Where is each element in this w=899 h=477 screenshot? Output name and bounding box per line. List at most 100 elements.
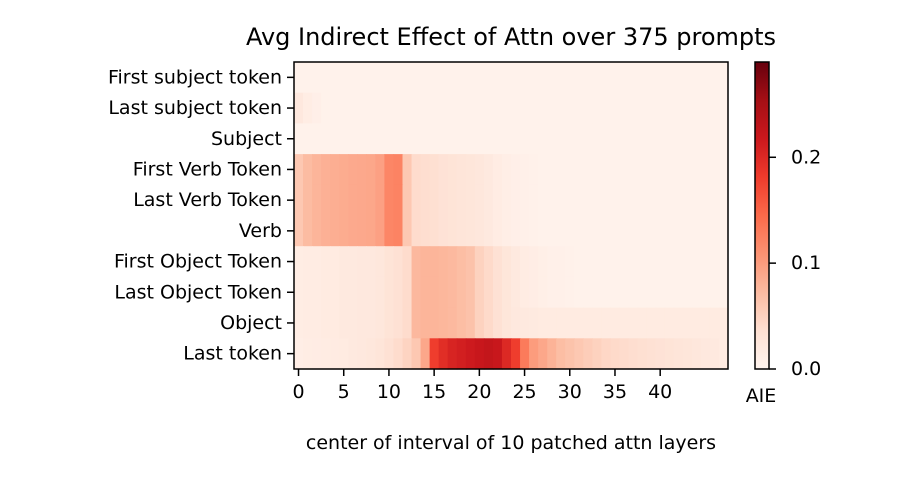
heatmap-cell [393, 92, 404, 124]
heatmap-cell [565, 246, 575, 278]
heatmap-cell [465, 246, 476, 278]
heatmap-cell [556, 307, 566, 339]
heatmap-cell [583, 92, 593, 124]
heatmap-cell [456, 276, 467, 309]
heatmap-cell [366, 123, 376, 155]
heatmap-cell [538, 338, 548, 370]
heatmap-cell [402, 307, 413, 339]
heatmap-cell [474, 276, 485, 309]
heatmap-cell [474, 307, 485, 339]
heatmap-cell [447, 307, 458, 339]
heatmap-cell [384, 184, 395, 217]
heatmap-cell [682, 62, 693, 94]
heatmap-cell [429, 92, 440, 124]
heatmap-cell [637, 338, 648, 370]
heatmap-cell [646, 154, 657, 186]
heatmap-cell [294, 338, 304, 370]
heatmap-cell [511, 338, 521, 370]
heatmap-cell [492, 276, 503, 309]
heatmap-cell [682, 338, 693, 370]
heatmap-cell [384, 215, 395, 247]
x-tick-label: 20 [467, 381, 491, 403]
heatmap-cell [402, 62, 413, 94]
heatmap-cell [429, 184, 440, 217]
heatmap-cell [429, 246, 440, 278]
heatmap-cell [492, 92, 503, 124]
heatmap-cell [312, 154, 322, 186]
heatmap-cell [610, 92, 621, 124]
heatmap-cell [610, 215, 621, 247]
heatmap-cell [492, 307, 503, 339]
heatmap-cell [565, 92, 575, 124]
heatmap-cell [456, 338, 467, 370]
heatmap-cell [438, 215, 449, 247]
heatmap-cell [511, 246, 521, 278]
heatmap-cell [529, 215, 539, 247]
heatmap-cell [411, 123, 422, 155]
heatmap-cell [709, 184, 720, 217]
heatmap-cell [700, 92, 711, 124]
heatmap-cell [610, 246, 621, 278]
heatmap-cell [465, 307, 476, 339]
heatmap-cell [429, 123, 440, 155]
heatmap-cell [303, 276, 313, 309]
heatmap-cell [646, 338, 657, 370]
heatmap-cell [420, 307, 431, 339]
heatmap-cell [574, 184, 584, 217]
heatmap-cell [357, 92, 367, 124]
heatmap-cell [429, 276, 440, 309]
heatmap-cell [583, 338, 593, 370]
heatmap-cell [691, 246, 702, 278]
heatmap-cell [538, 154, 548, 186]
heatmap-cell [547, 123, 557, 155]
heatmap-cell [682, 123, 693, 155]
heatmap-cell [709, 123, 720, 155]
heatmap-cell [456, 307, 467, 339]
heatmap-cell [610, 307, 621, 339]
heatmap-cell [429, 62, 440, 94]
heatmap-cell [429, 215, 440, 247]
heatmap-cell [574, 62, 584, 94]
heatmap-cell [709, 307, 720, 339]
heatmap-cell [456, 184, 467, 217]
heatmap-cell [321, 123, 331, 155]
heatmap-cell [574, 307, 584, 339]
heatmap-cell [330, 246, 340, 278]
heatmap-cell [592, 215, 603, 247]
heatmap-cell [339, 184, 349, 217]
heatmap-cell [321, 338, 331, 370]
heatmap-cell [501, 276, 512, 309]
heatmap-cell [447, 338, 458, 370]
heatmap-cell [655, 154, 666, 186]
heatmap-cell [411, 184, 422, 217]
heatmap-cell [312, 92, 322, 124]
heatmap-cell [520, 246, 530, 278]
heatmap-cell [393, 276, 404, 309]
heatmap-cell [565, 276, 575, 309]
heatmap-cell [384, 276, 395, 309]
heatmap-cell [366, 246, 376, 278]
heatmap-cell [628, 215, 639, 247]
heatmap-cell [700, 154, 711, 186]
heatmap-cell [339, 307, 349, 339]
x-tick-label: 40 [648, 381, 672, 403]
heatmap-cell [447, 184, 458, 217]
heatmap-cell [393, 338, 404, 370]
heatmap-cell [547, 62, 557, 94]
heatmap-cell [447, 62, 458, 94]
heatmap-cell [429, 154, 440, 186]
heatmap-cell [655, 62, 666, 94]
heatmap-cell [393, 184, 404, 217]
heatmap-cell [411, 154, 422, 186]
heatmap-cell [357, 62, 367, 94]
heatmap-cell [357, 307, 367, 339]
heatmap-cell [520, 338, 530, 370]
heatmap-cell [366, 184, 376, 217]
heatmap-cell [529, 276, 539, 309]
heatmap-cell [366, 338, 376, 370]
heatmap-cell [583, 276, 593, 309]
heatmap-cell [456, 215, 467, 247]
heatmap-cell [411, 307, 422, 339]
heatmap-cell [709, 92, 720, 124]
